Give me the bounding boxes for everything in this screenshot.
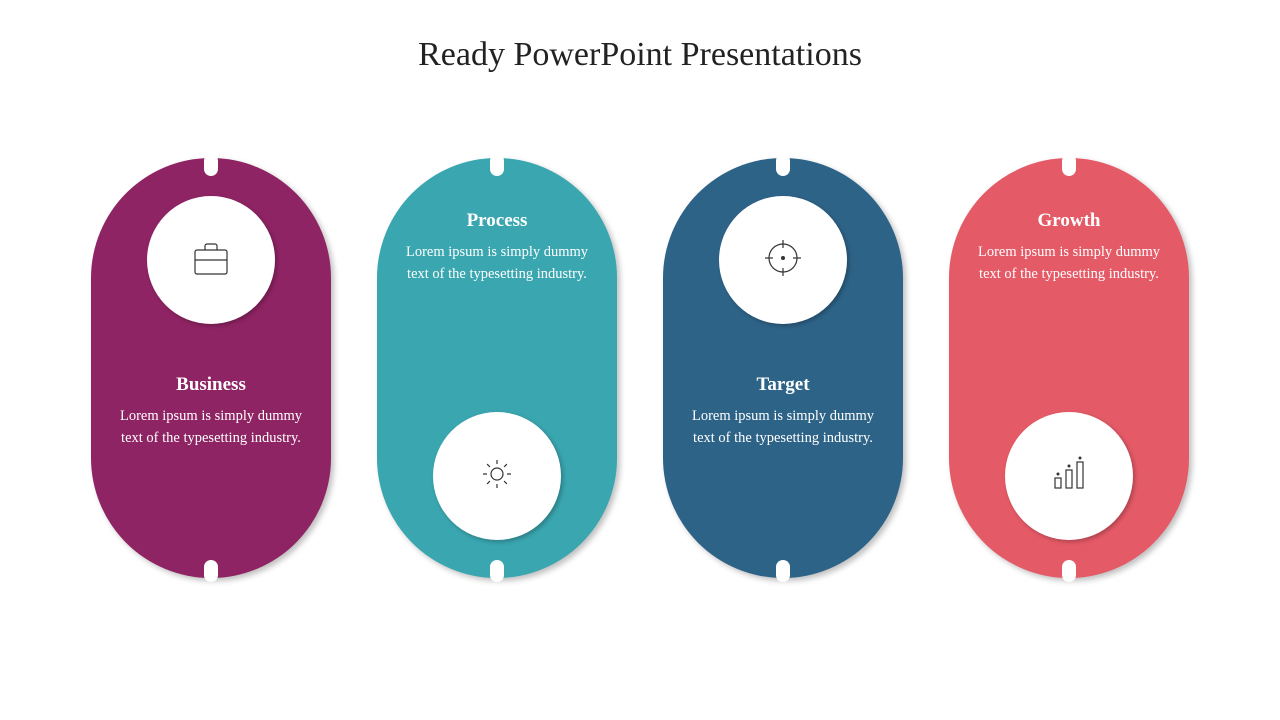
card-text: Growth Lorem ipsum is simply dummy text … [949,210,1189,286]
card-title: Growth [977,210,1161,232]
notch-bottom [490,560,504,582]
card-business: Business Lorem ipsum is simply dummy tex… [91,158,331,578]
chart-icon [1045,450,1093,503]
briefcase-icon [187,234,235,287]
notch-top [490,154,504,176]
icon-circle [147,196,275,324]
notch-bottom [204,560,218,582]
card-target: Target Lorem ipsum is simply dummy text … [663,158,903,578]
notch-bottom [776,560,790,582]
icon-circle [719,196,847,324]
card-text: Business Lorem ipsum is simply dummy tex… [91,374,331,450]
cards-row: Business Lorem ipsum is simply dummy tex… [0,158,1280,578]
card-text: Target Lorem ipsum is simply dummy text … [663,374,903,450]
card-title: Business [119,374,303,396]
icon-circle [1005,412,1133,540]
page-title: Ready PowerPoint Presentations [0,36,1280,74]
card-title: Target [691,374,875,396]
card-growth: Growth Lorem ipsum is simply dummy text … [949,158,1189,578]
notch-top [204,154,218,176]
card-process: Process Lorem ipsum is simply dummy text… [377,158,617,578]
notch-top [776,154,790,176]
card-body: Lorem ipsum is simply dummy text of the … [977,242,1161,286]
card-title: Process [405,210,589,232]
icon-circle [433,412,561,540]
notch-bottom [1062,560,1076,582]
target-icon [759,234,807,287]
card-body: Lorem ipsum is simply dummy text of the … [405,242,589,286]
card-text: Process Lorem ipsum is simply dummy text… [377,210,617,286]
card-body: Lorem ipsum is simply dummy text of the … [119,406,303,450]
gear-icon [473,450,521,503]
card-body: Lorem ipsum is simply dummy text of the … [691,406,875,450]
notch-top [1062,154,1076,176]
